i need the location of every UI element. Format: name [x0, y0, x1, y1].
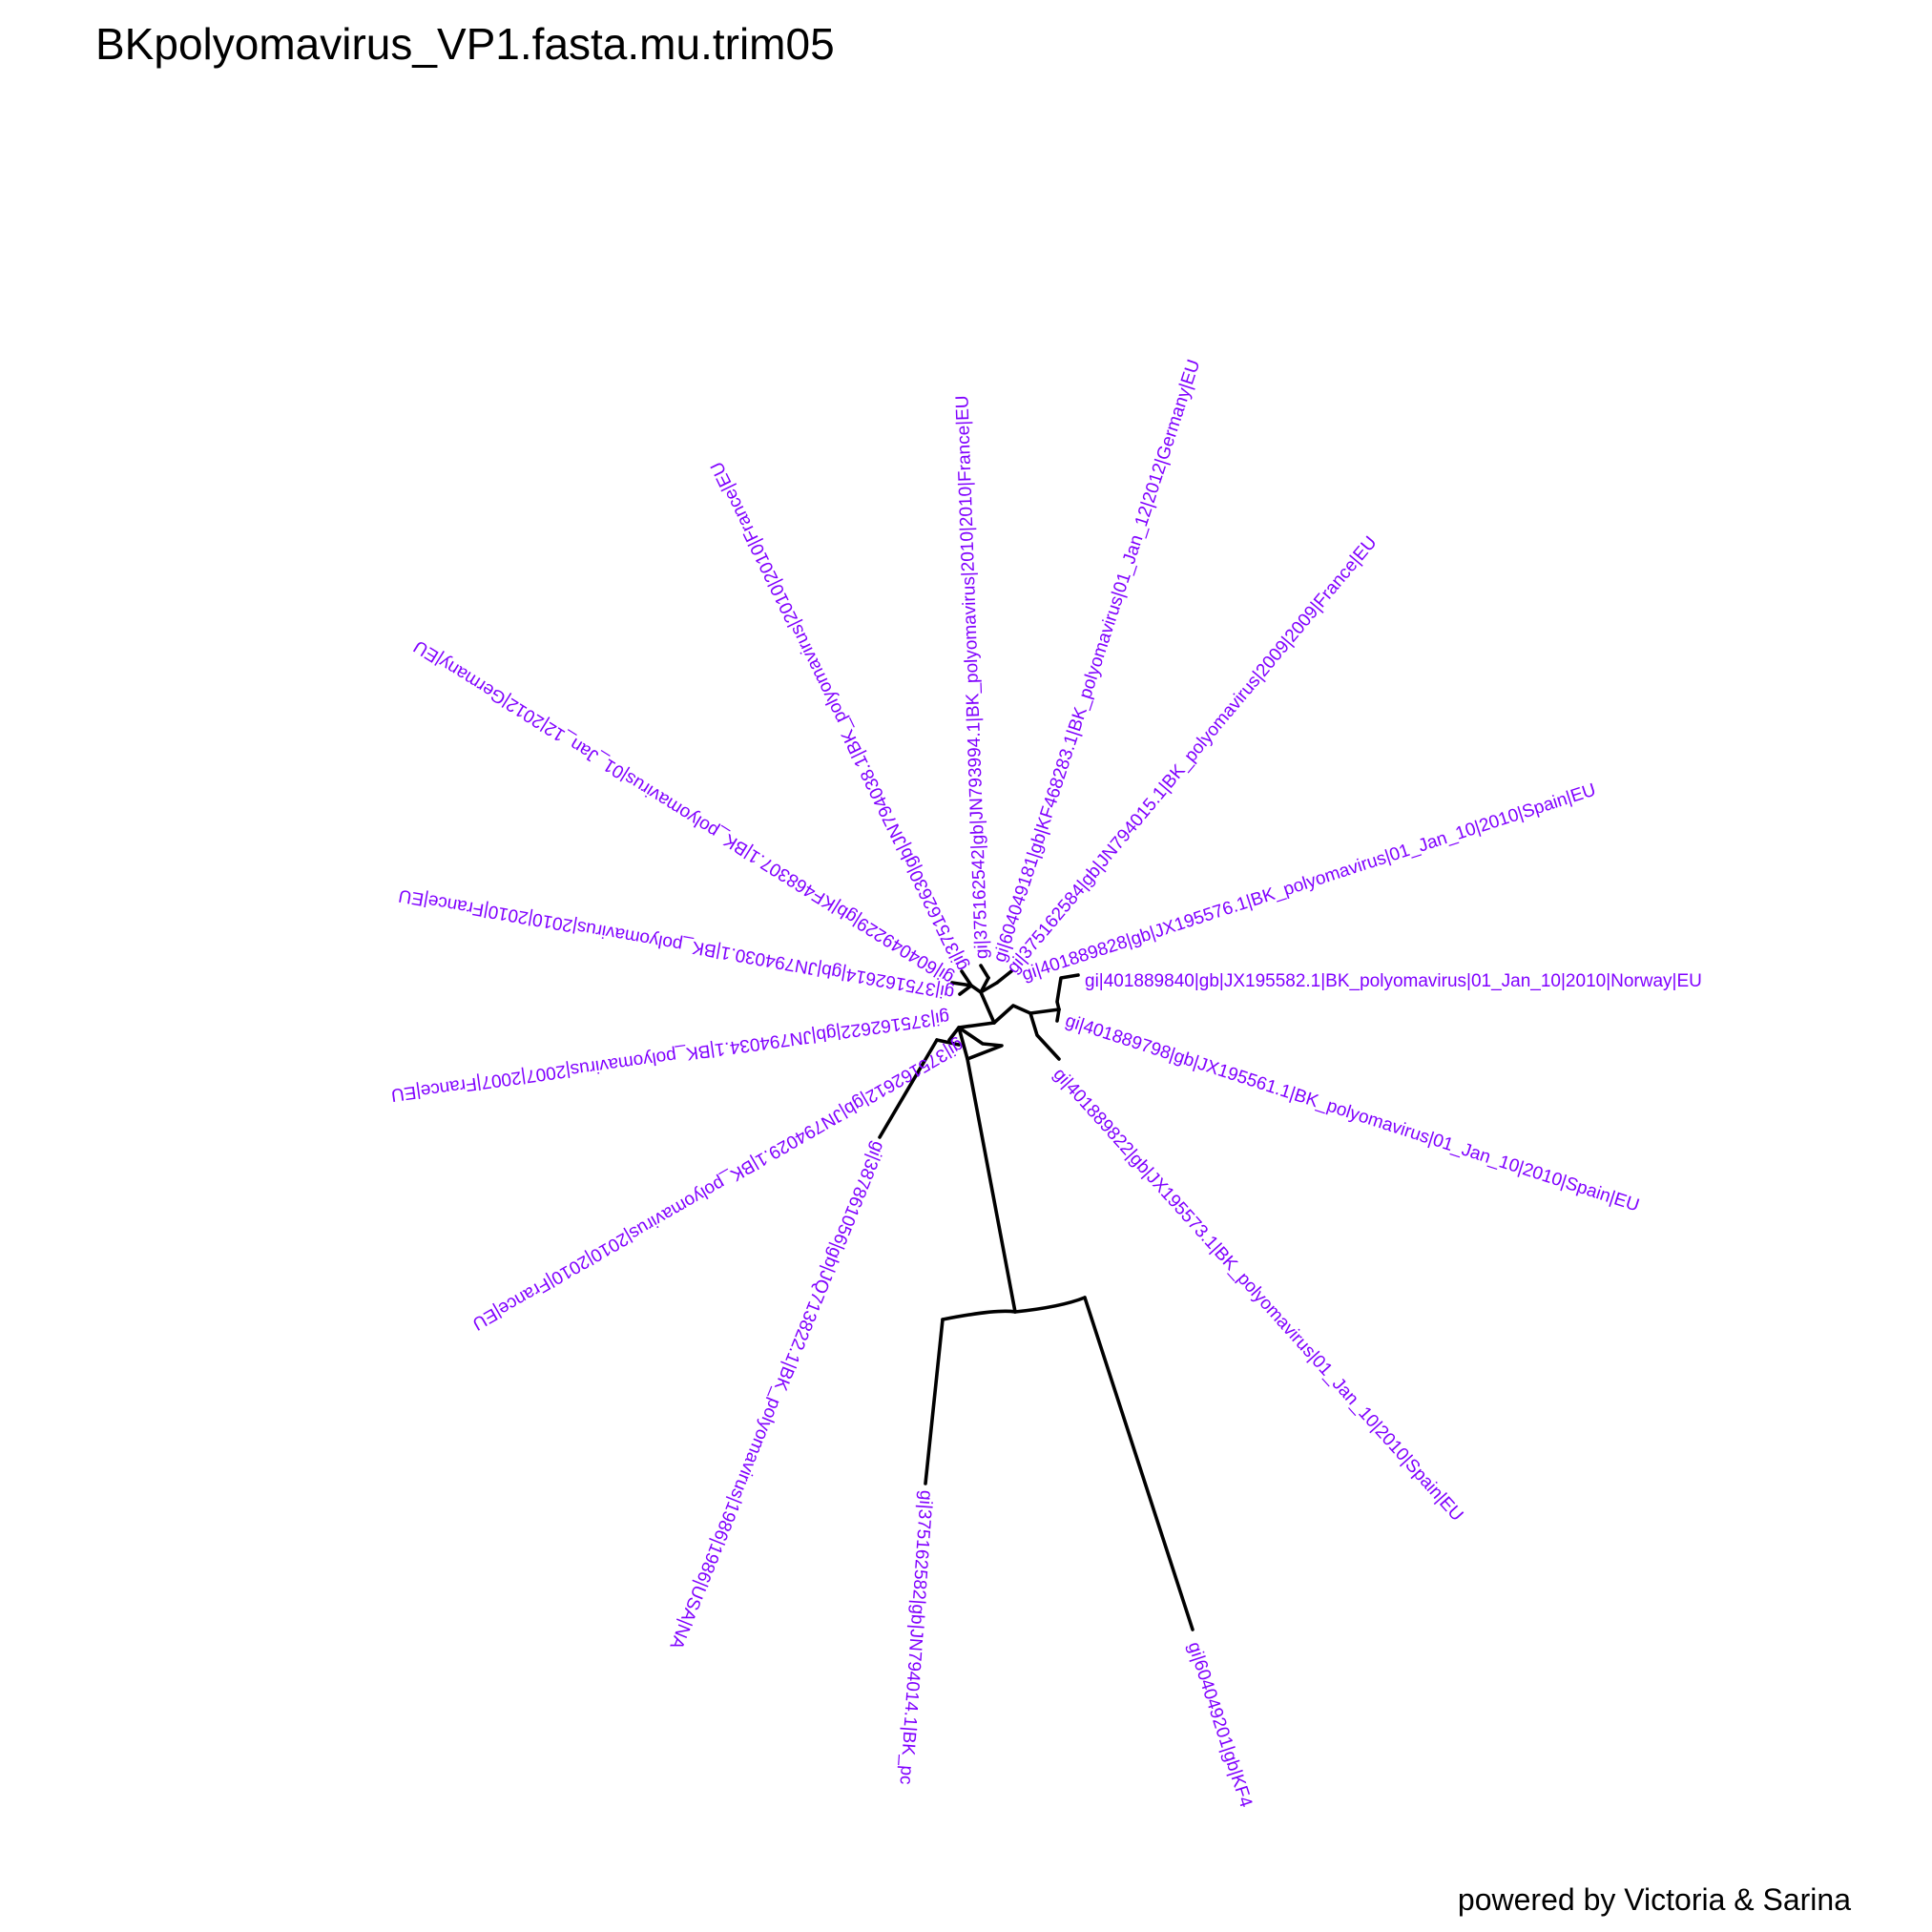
tree-branch	[1055, 973, 1080, 1011]
leaf-labels: gi|401889840|gb|JX195582.1|BK_polyomavir…	[389, 357, 1701, 1810]
credit-caption: powered by Victoria & Sarina	[1458, 1882, 1851, 1917]
leaf-label: gi|375162630|gb|JN794038.1|BK_polyomavir…	[707, 459, 972, 974]
tree-branch	[979, 964, 990, 980]
tree-branch	[947, 1026, 961, 1042]
tree-branch	[957, 1026, 1004, 1061]
tree-branch	[992, 1004, 1061, 1025]
tree-branch	[957, 1021, 1017, 1314]
leaf-label: gi|604049201|gb|KF4	[1183, 1640, 1256, 1811]
tree-branch	[924, 1318, 945, 1485]
tree-branch	[979, 981, 999, 994]
tree-branch	[950, 981, 973, 987]
tree-branch	[941, 1296, 1087, 1321]
tree-branch	[935, 1038, 961, 1047]
leaf-label: gi|375162614|gb|JN794030.1|BK_polyomavir…	[397, 885, 956, 1003]
leaf-label: gi|375162582|gb|JN794014.1|BK_pc	[895, 1489, 936, 1785]
tree-branch	[979, 990, 996, 1025]
tree-branch	[1083, 1296, 1195, 1631]
leaf-label: gi|401889828|gb|JX195576.1|BK_polyomavir…	[1020, 780, 1599, 986]
tree-branch	[1055, 1008, 1061, 1023]
tree-branch	[878, 1038, 939, 1139]
leaf-label: gi|375162542|gb|JN793994.1|BK_polyomavir…	[952, 395, 992, 959]
tree-branch	[1028, 1011, 1061, 1061]
leaf-label: gi|401889840|gb|JX195582.1|BK_polyomavir…	[1085, 971, 1702, 991]
tree-branch	[995, 969, 1013, 985]
tree-branch	[960, 969, 973, 987]
plot-title: BKpolyomavirus_VP1.fasta.mu.trim05	[95, 19, 835, 69]
tree-branches	[878, 964, 1195, 1631]
leaf-label: gi|387861056|gb|JQ713822.1|BK_polyomavir…	[665, 1138, 888, 1652]
